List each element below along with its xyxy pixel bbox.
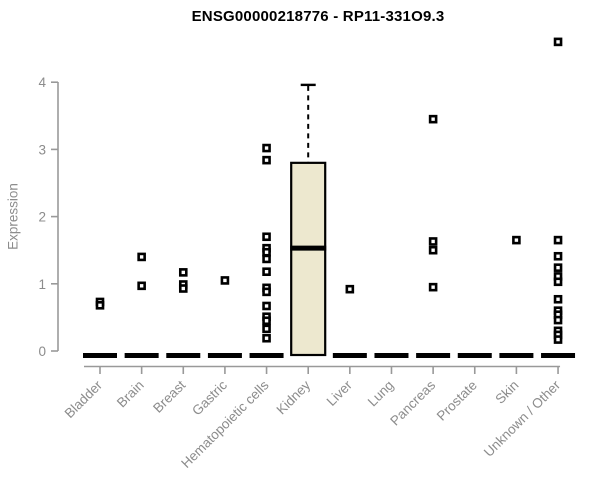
x-tick-label: Bladder [62,377,106,421]
zero-expression-bar [457,353,492,358]
zero-expression-bar [416,353,451,358]
data-point [428,282,438,292]
x-tick-label: Unknown / Other [481,377,564,460]
data-point [220,276,230,285]
data-point [137,252,146,262]
data-point [553,277,563,287]
zero-expression-bar [332,353,367,358]
data-point [553,294,563,304]
data-point [553,335,563,344]
y-tick-label: 1 [38,277,46,292]
y-tick-label: 3 [38,142,46,157]
data-point [95,301,105,310]
x-tick-label: Lung [365,378,397,410]
x-tick-label: Brain [114,378,147,411]
data-point [262,254,271,264]
x-tick-label: Kidney [274,377,314,417]
y-tick-label: 2 [38,210,46,225]
data-point [262,232,271,242]
data-point [553,263,563,272]
data-point [262,324,271,334]
zero-expression-bar [249,353,284,358]
data-point [428,114,438,124]
x-tick-label: Gastric [189,377,230,418]
data-point [262,247,271,257]
data-point [262,333,271,343]
x-tick-label: Breast [150,377,188,415]
data-point [553,315,563,325]
data-point [178,284,188,293]
box-kidney [290,161,327,357]
y-tick-label: 0 [38,344,46,359]
data-point [262,267,271,277]
zero-expression-bar [207,353,242,358]
data-point [553,251,563,261]
data-point [512,235,521,245]
x-tick-label: Pancreas [387,377,438,428]
x-tick-label: Liver [324,377,356,409]
data-point [262,316,271,326]
data-point [345,284,355,294]
x-tick-label: Prostate [434,378,480,424]
chart-title: ENSG00000218776 - RP11-331O9.3 [191,8,445,25]
data-point [428,237,438,246]
zero-expression-bar [374,353,409,358]
data-point [553,37,563,47]
zero-expression-bar [541,353,576,358]
zero-expression-bar [124,353,159,358]
data-point [262,301,271,311]
data-point [553,235,563,245]
data-point [428,245,438,255]
data-point [262,143,271,153]
data-point [178,268,188,277]
zero-expression-bar [83,353,117,358]
data-point [137,281,146,291]
data-point [262,287,271,297]
x-tick-label: Skin [492,378,521,407]
y-tick-label: 4 [38,75,46,90]
zero-expression-bar [499,353,534,358]
data-point [262,155,271,165]
zero-expression-bar [166,353,201,358]
